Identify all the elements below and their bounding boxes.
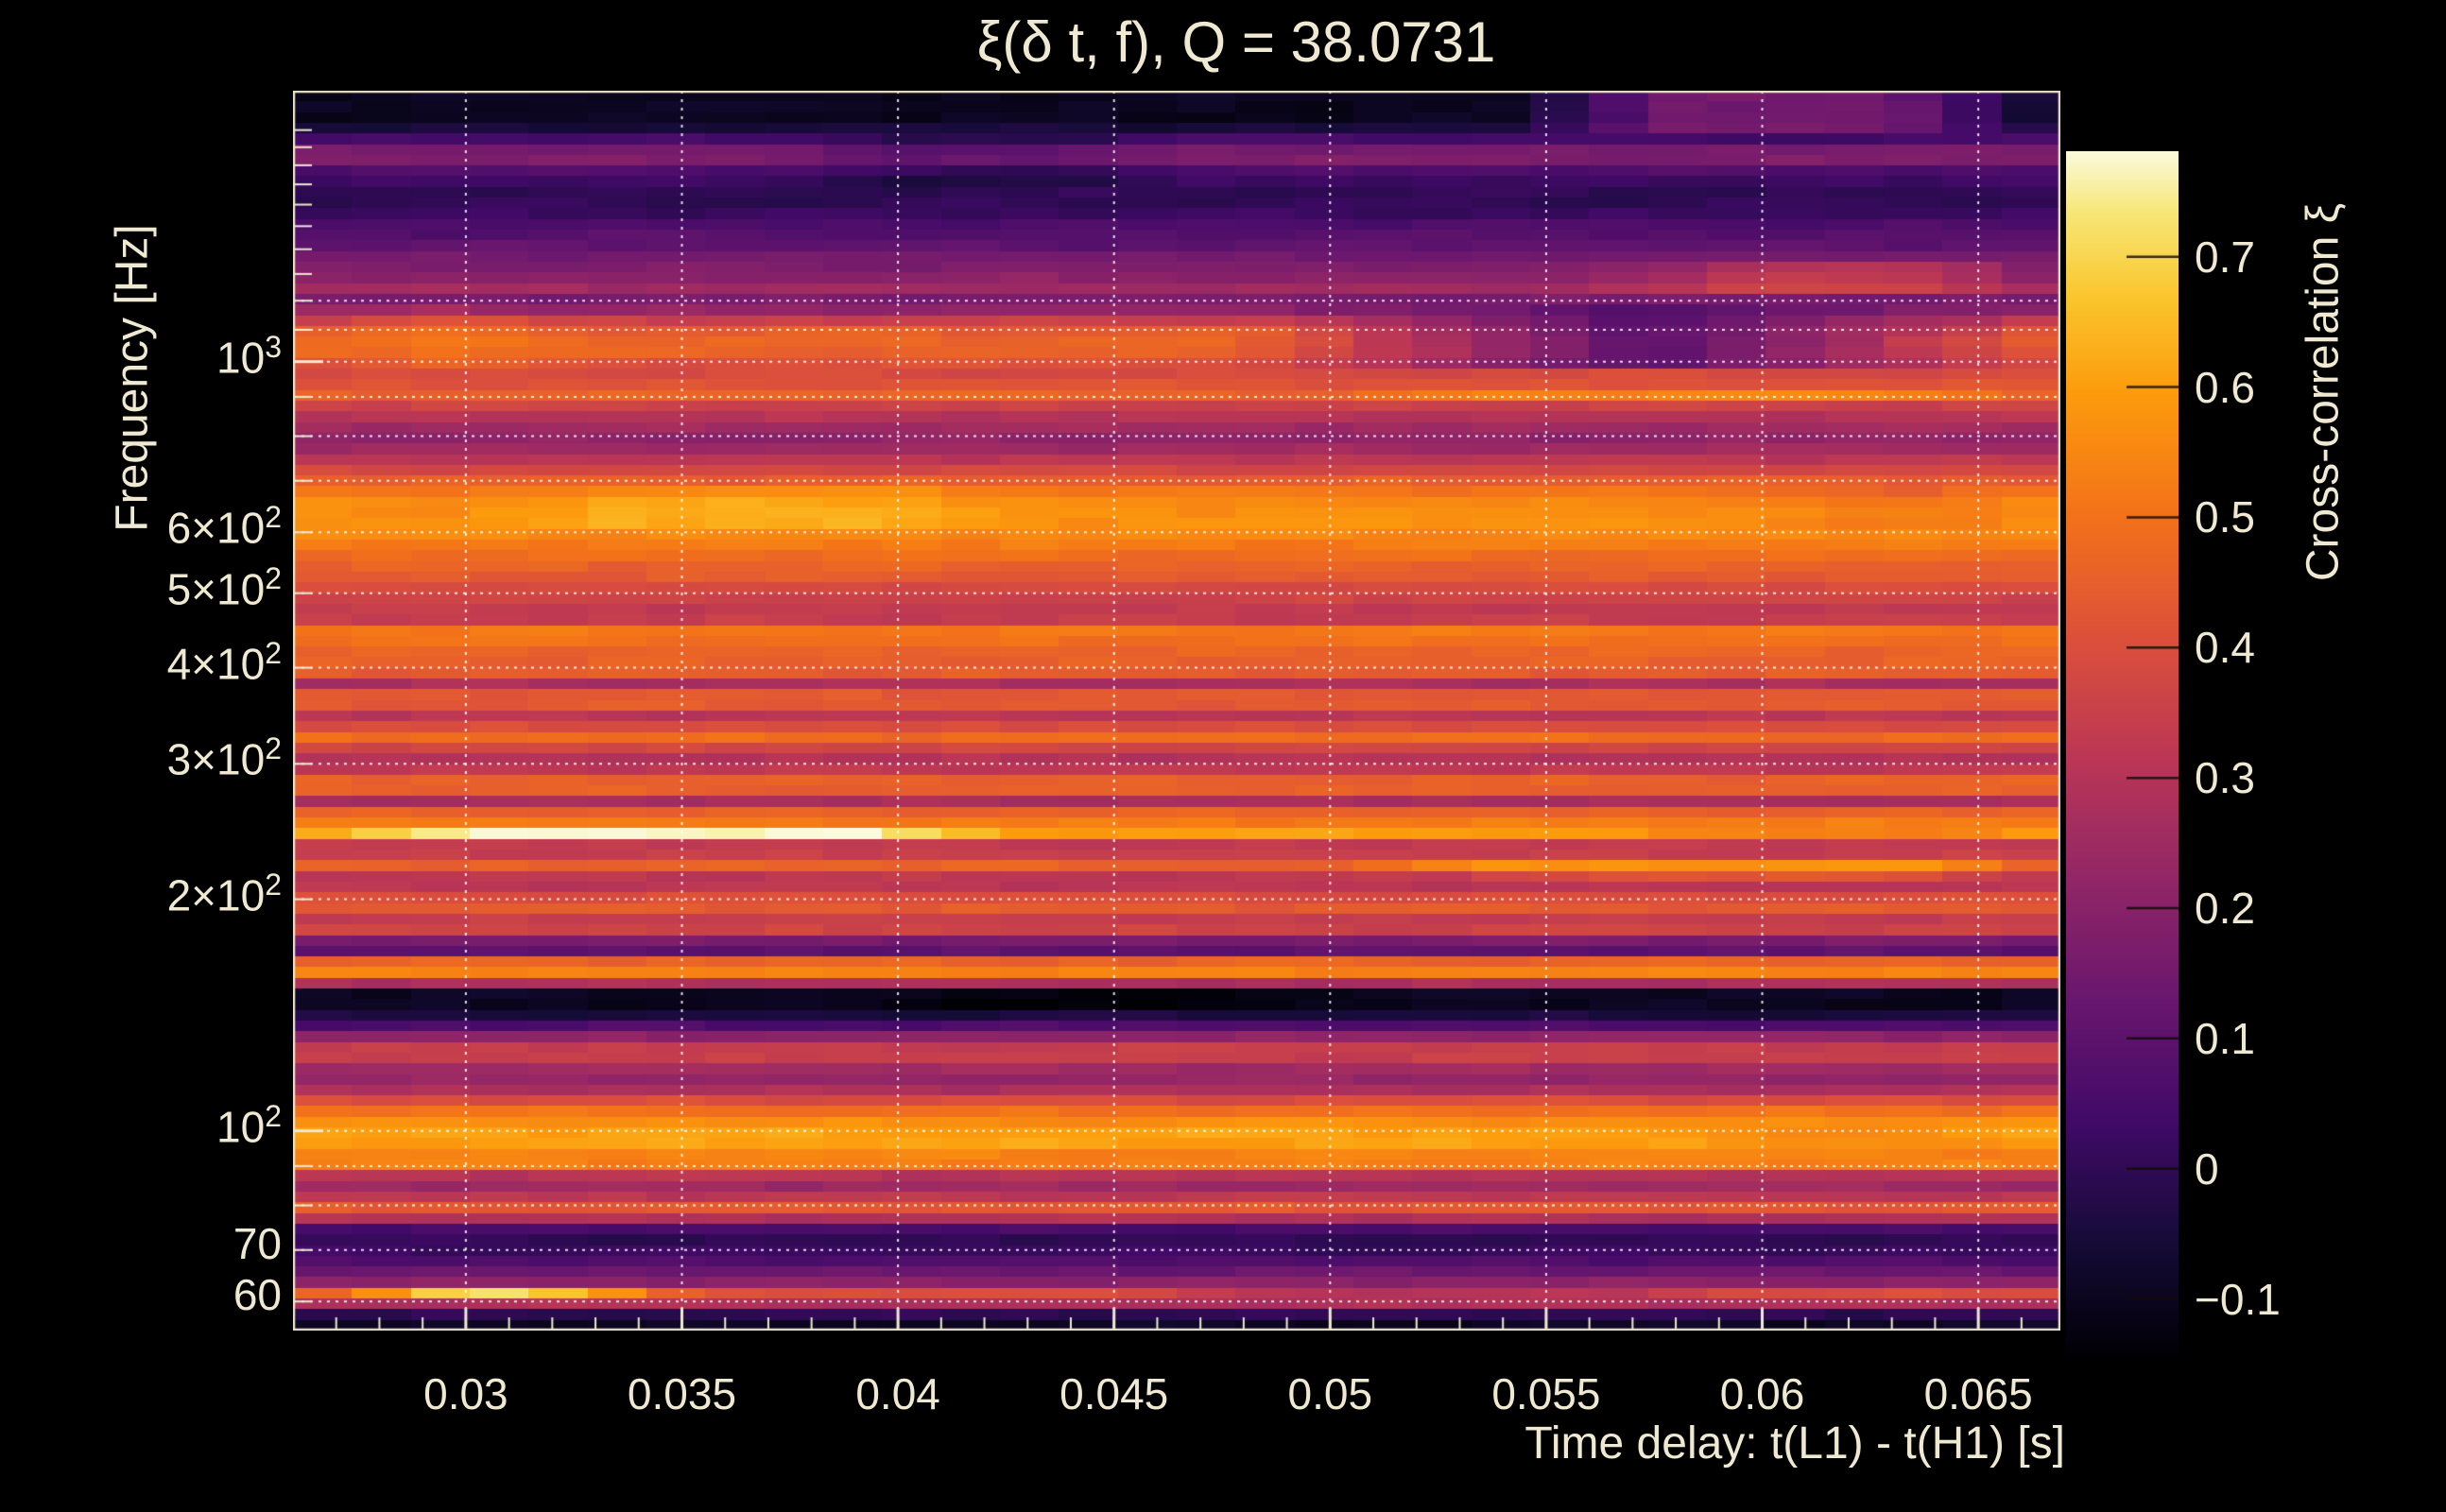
colorbar-tick-label: 0.5	[2195, 492, 2255, 542]
y-tick-label: 4×102	[166, 635, 282, 688]
x-tick-label: 0.055	[1491, 1369, 1601, 1418]
x-tick-label: 0.065	[1923, 1369, 2033, 1418]
y-tick-label: 6×102	[166, 500, 282, 553]
colorbar-tick-label: 0.1	[2195, 1013, 2255, 1063]
x-axis-title: Time delay: t(L1) - t(H1) [s]	[1524, 1418, 2065, 1469]
x-tick-label: 0.035	[627, 1369, 737, 1418]
x-tick-label: 0.045	[1059, 1369, 1169, 1418]
colorbar	[2066, 151, 2179, 1359]
y-tick-label: 5×102	[166, 560, 282, 614]
colorbar-tick-label: 0.3	[2195, 753, 2255, 803]
heatmap	[293, 91, 2060, 1331]
colorbar-tick-label: 0.7	[2195, 232, 2255, 282]
colorbar-tick-label: 0.2	[2195, 883, 2255, 933]
colorbar-tick-label: 0.4	[2195, 623, 2255, 673]
chart-title: ξ(δ t, f), Q = 38.0731	[976, 10, 1496, 74]
y-axis-title: Frequency [Hz]	[107, 224, 158, 532]
colorbar-tick-label: 0	[2195, 1143, 2219, 1194]
x-tick-label: 0.04	[855, 1369, 940, 1418]
y-tick-label: 70	[233, 1218, 282, 1268]
colorbar-tick-label: 0.6	[2195, 362, 2255, 412]
y-tick-label: 60	[233, 1270, 282, 1320]
x-tick-label: 0.06	[1719, 1369, 1805, 1418]
colorbar-title: Cross-correlation ξ	[2298, 202, 2349, 582]
y-tick-label: 3×102	[166, 731, 282, 784]
x-tick-label: 0.05	[1287, 1369, 1373, 1418]
y-tick-label: 2×102	[166, 867, 282, 919]
y-tick-label: 103	[216, 329, 282, 382]
y-tick-label: 102	[216, 1098, 282, 1151]
colorbar-tick-label: −0.1	[2195, 1274, 2281, 1324]
x-tick-label: 0.03	[423, 1369, 508, 1418]
